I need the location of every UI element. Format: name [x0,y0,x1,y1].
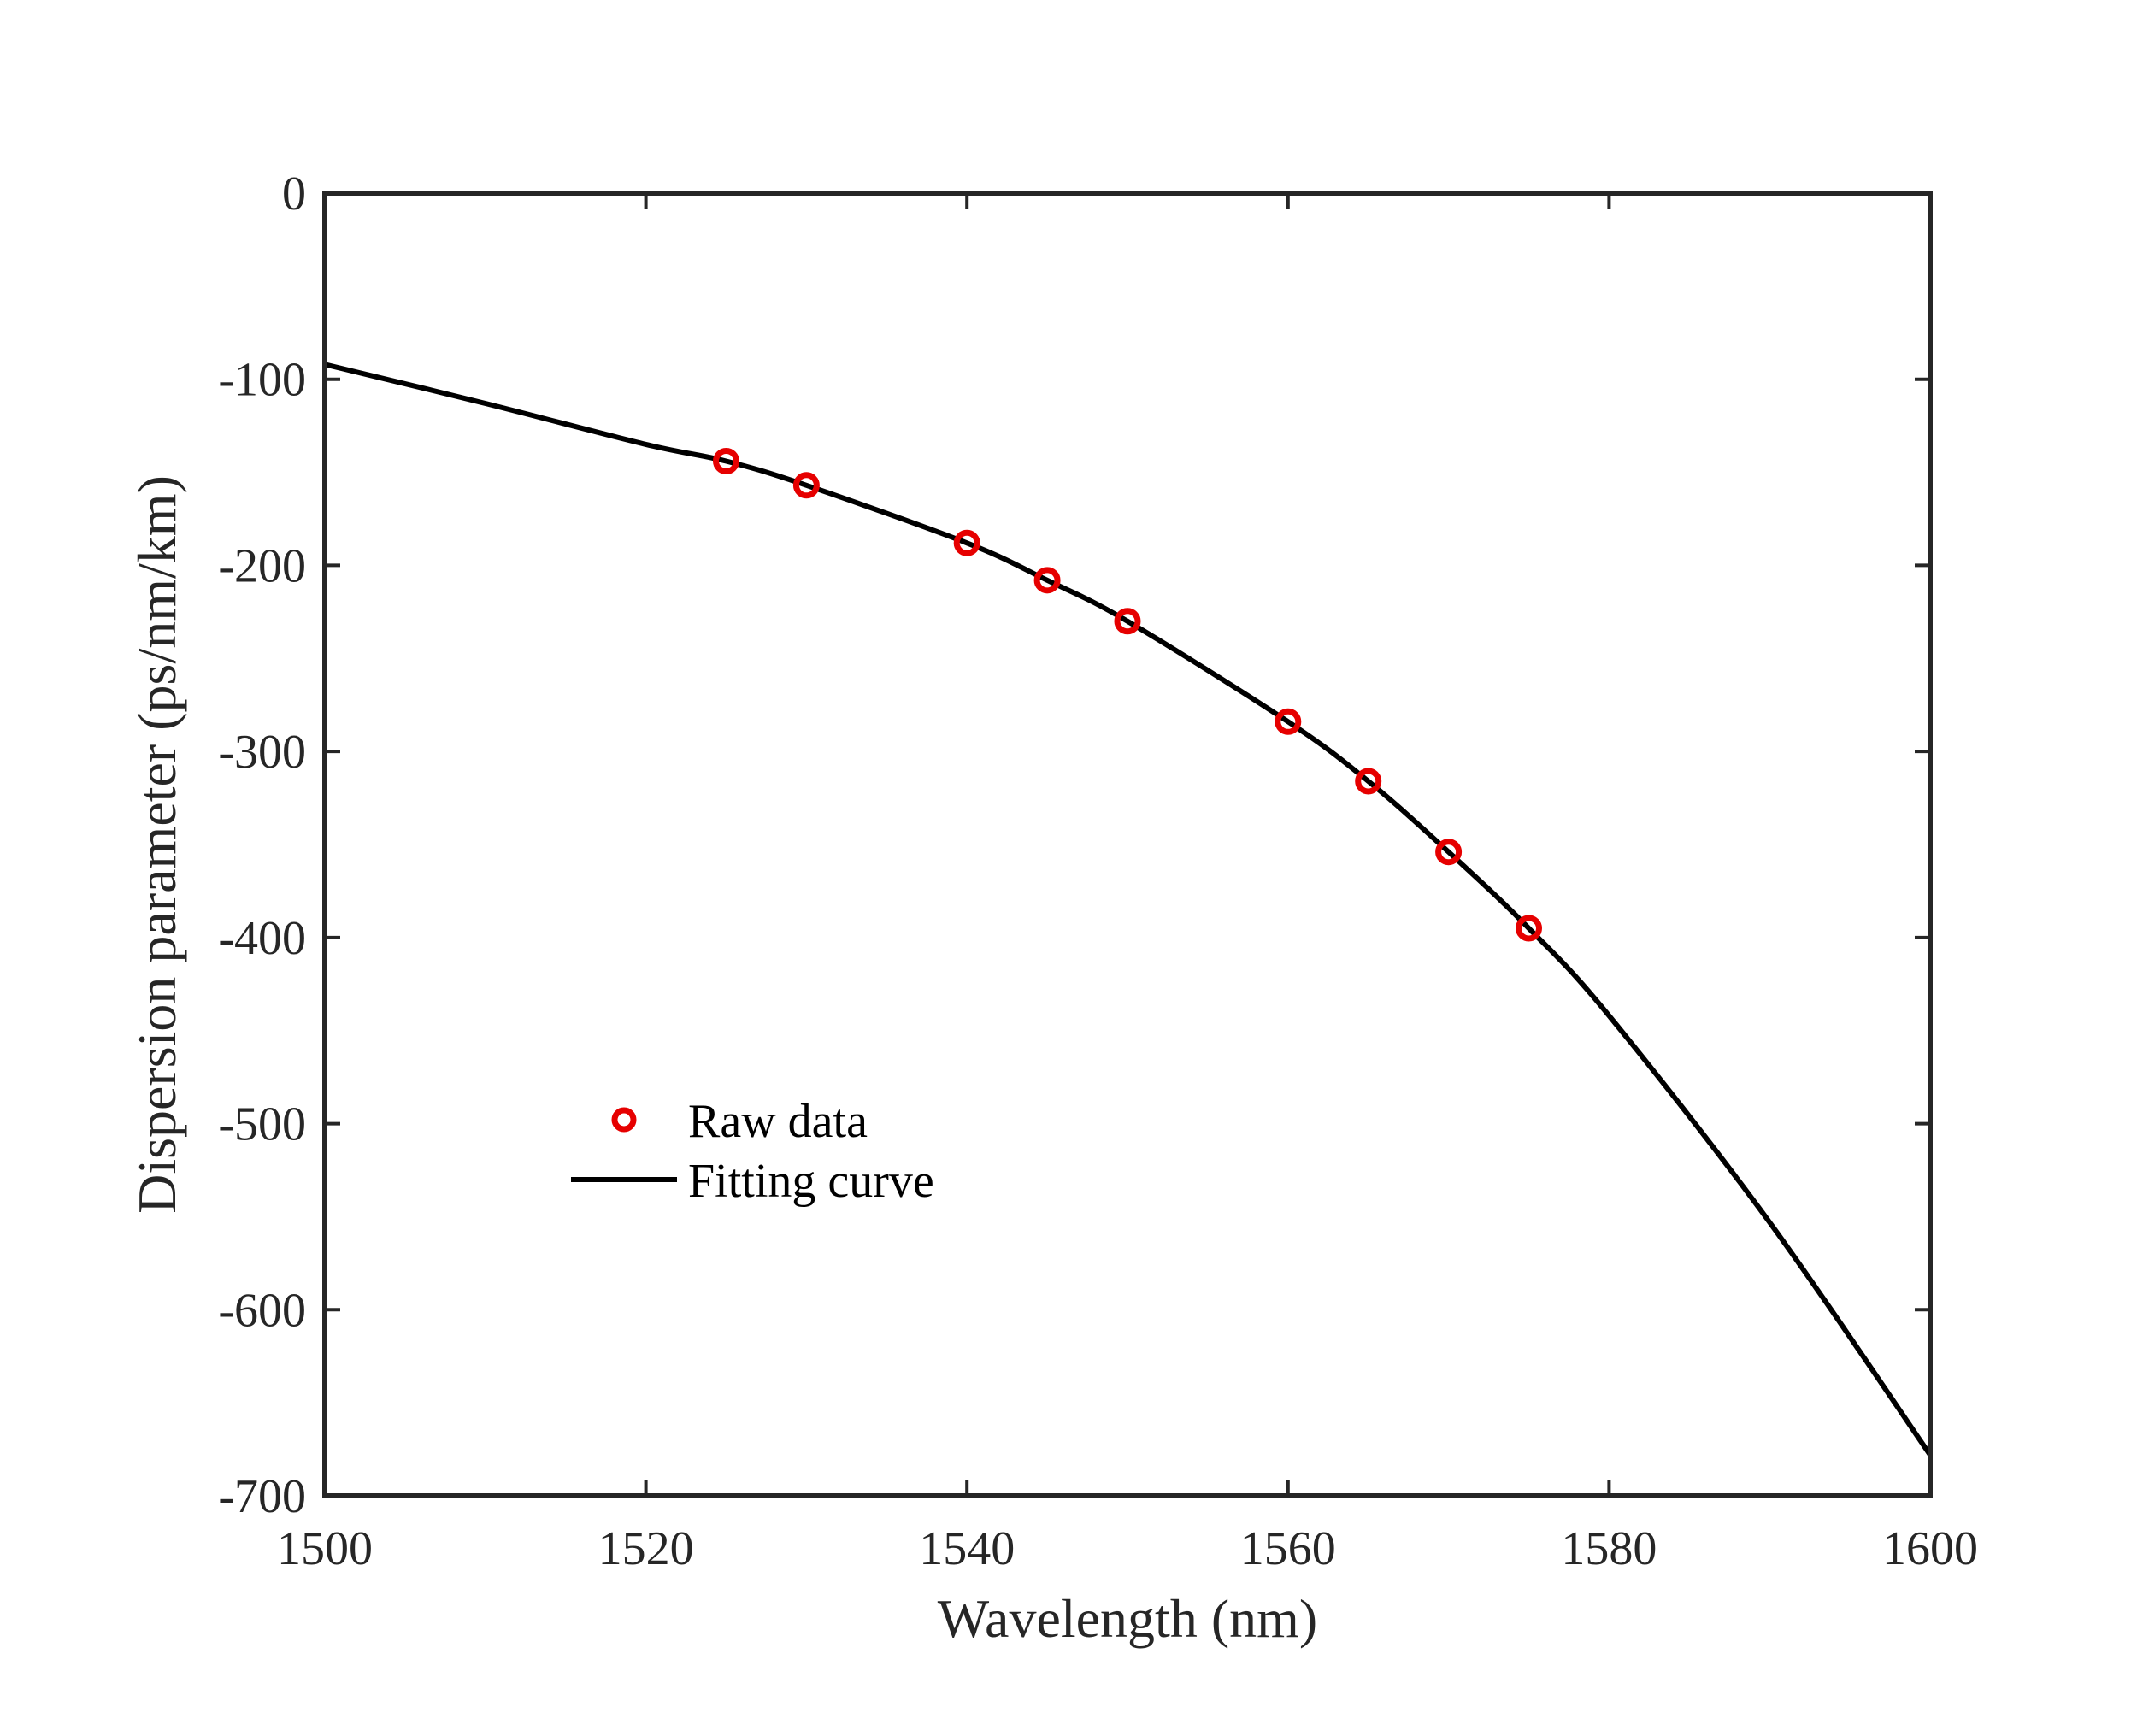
y-tick-label: -100 [218,354,306,407]
legend-raw-data-label: Raw data [688,1095,868,1148]
x-tick-label: 1500 [277,1522,373,1575]
y-tick-label: -300 [218,726,306,779]
raw-data-point [1516,915,1542,942]
x-tick-label: 1560 [1240,1522,1336,1575]
raw-data-point [1033,567,1061,594]
x-tick-label: 1600 [1882,1522,1978,1575]
x-tick-label: 1520 [598,1522,694,1575]
raw-data-point [792,472,820,499]
raw-data-point [953,529,980,556]
x-axis-ticks: 1500 1520 1540 1560 1580 1600 [277,193,1978,1575]
y-tick-label: -700 [218,1470,306,1523]
y-tick-label: -200 [218,539,306,592]
x-axis-label: Wavelength (nm) [938,1588,1317,1649]
x-tick-label: 1580 [1561,1522,1657,1575]
y-axis-ticks: 0 -100 -200 -300 -400 -500 -600 -700 [218,168,1930,1523]
x-tick-label: 1540 [919,1522,1015,1575]
y-tick-label: -400 [218,912,306,965]
y-tick-label: 0 [282,168,306,221]
plot-series [324,362,1933,1456]
raw-data-point [1435,839,1463,866]
legend-raw-data-marker [611,1107,637,1133]
raw-data-point [713,448,739,475]
legend-fitting-curve-label: Fitting curve [688,1155,934,1208]
fitting-curve-line [324,362,1933,1456]
legend: Raw data Fitting curve [571,1095,934,1208]
raw-data-point [1275,708,1302,735]
plot-frame [322,191,1933,1498]
raw-data-point [1114,608,1141,635]
y-tick-label: -500 [218,1098,306,1151]
raw-data-point [1355,768,1382,795]
y-tick-label: -600 [218,1284,306,1337]
y-axis-label: Dispersion parameter (ps/nm/km) [127,475,187,1214]
